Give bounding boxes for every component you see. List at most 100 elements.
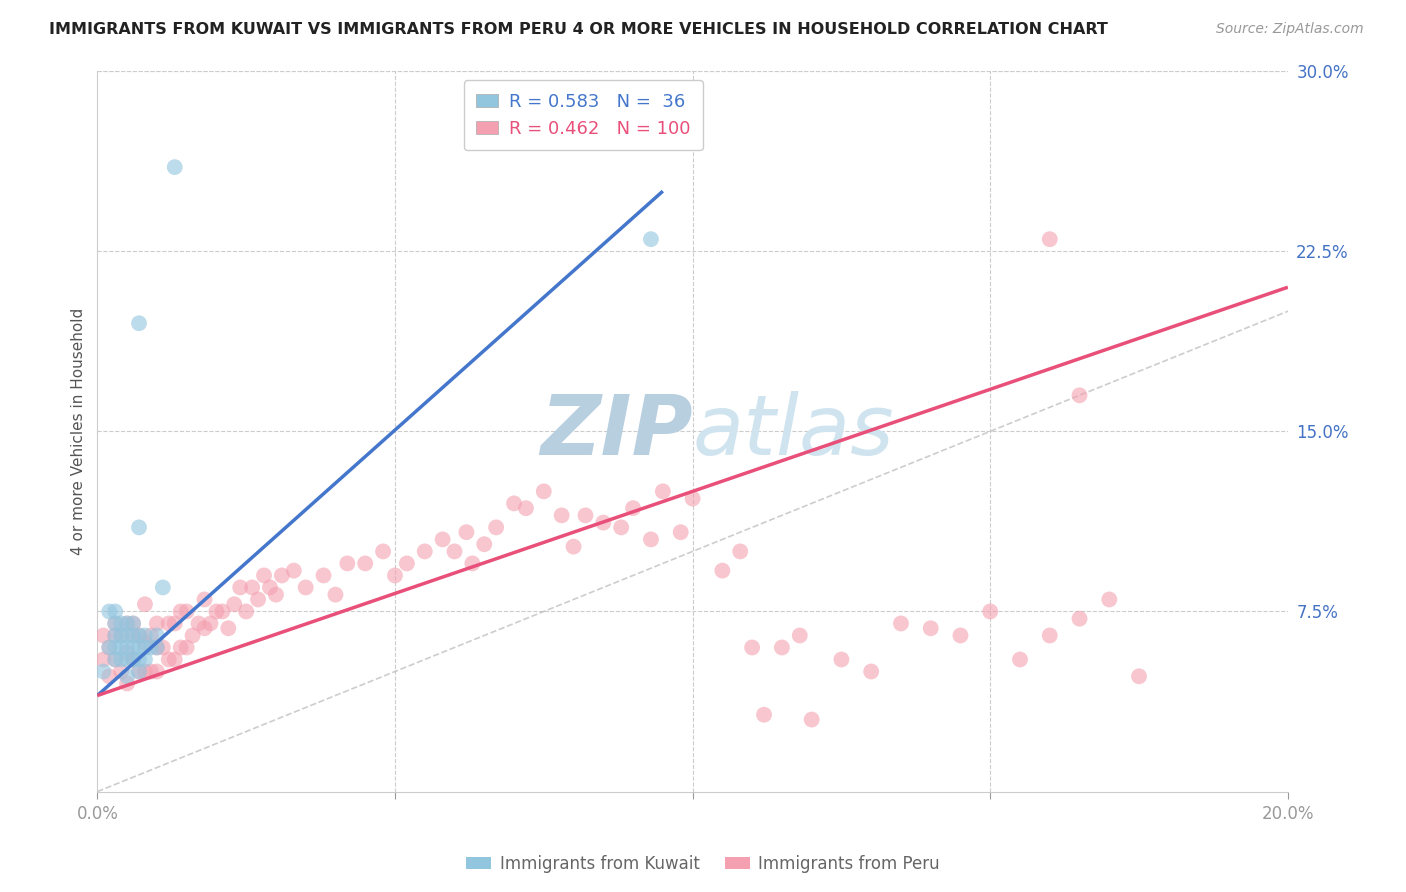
Point bbox=[128, 665, 150, 679]
Point bbox=[152, 581, 174, 595]
Point bbox=[128, 316, 150, 330]
Point bbox=[122, 652, 145, 666]
Point bbox=[205, 604, 228, 618]
Point bbox=[550, 508, 572, 523]
Point bbox=[384, 568, 406, 582]
Point bbox=[200, 616, 222, 631]
Point bbox=[395, 557, 418, 571]
Point bbox=[413, 544, 436, 558]
Point bbox=[264, 588, 287, 602]
Point bbox=[752, 707, 775, 722]
Point bbox=[336, 557, 359, 571]
Point bbox=[122, 640, 145, 655]
Point bbox=[651, 484, 673, 499]
Point bbox=[128, 628, 150, 642]
Point bbox=[104, 640, 127, 655]
Point bbox=[115, 640, 138, 655]
Point bbox=[1039, 628, 1062, 642]
Point bbox=[134, 628, 156, 642]
Point bbox=[247, 592, 270, 607]
Point bbox=[515, 501, 537, 516]
Point bbox=[224, 597, 246, 611]
Point bbox=[240, 581, 263, 595]
Point bbox=[91, 665, 114, 679]
Point bbox=[139, 628, 162, 642]
Point bbox=[98, 604, 121, 618]
Point bbox=[134, 665, 156, 679]
Point bbox=[830, 652, 852, 666]
Point bbox=[800, 713, 823, 727]
Point bbox=[128, 665, 150, 679]
Point bbox=[193, 621, 215, 635]
Point bbox=[139, 640, 162, 655]
Point bbox=[574, 508, 596, 523]
Point bbox=[115, 676, 138, 690]
Point bbox=[176, 604, 198, 618]
Point bbox=[110, 628, 132, 642]
Point bbox=[1098, 592, 1121, 607]
Point bbox=[259, 581, 281, 595]
Point bbox=[640, 232, 662, 246]
Point bbox=[163, 160, 186, 174]
Point bbox=[128, 520, 150, 534]
Point bbox=[741, 640, 763, 655]
Point bbox=[456, 525, 478, 540]
Point bbox=[134, 640, 156, 655]
Point bbox=[110, 652, 132, 666]
Point bbox=[1069, 388, 1091, 402]
Legend: Immigrants from Kuwait, Immigrants from Peru: Immigrants from Kuwait, Immigrants from … bbox=[460, 848, 946, 880]
Point bbox=[104, 652, 127, 666]
Point bbox=[187, 616, 209, 631]
Point bbox=[283, 564, 305, 578]
Point bbox=[170, 604, 193, 618]
Point bbox=[485, 520, 508, 534]
Point bbox=[920, 621, 942, 635]
Point bbox=[134, 635, 156, 649]
Point bbox=[640, 533, 662, 547]
Point bbox=[1039, 232, 1062, 246]
Point bbox=[139, 665, 162, 679]
Point bbox=[592, 516, 614, 530]
Point bbox=[128, 640, 150, 655]
Point bbox=[128, 628, 150, 642]
Point bbox=[890, 616, 912, 631]
Point bbox=[432, 533, 454, 547]
Point bbox=[270, 568, 292, 582]
Point bbox=[146, 640, 169, 655]
Point bbox=[98, 640, 121, 655]
Point bbox=[461, 557, 484, 571]
Point bbox=[789, 628, 811, 642]
Point bbox=[122, 616, 145, 631]
Point bbox=[669, 525, 692, 540]
Point bbox=[146, 616, 169, 631]
Point bbox=[472, 537, 495, 551]
Point bbox=[104, 616, 127, 631]
Point bbox=[163, 616, 186, 631]
Point bbox=[104, 616, 127, 631]
Point bbox=[152, 640, 174, 655]
Point bbox=[157, 652, 180, 666]
Point bbox=[115, 616, 138, 631]
Point bbox=[104, 628, 127, 642]
Point bbox=[122, 616, 145, 631]
Point bbox=[104, 652, 127, 666]
Point bbox=[115, 669, 138, 683]
Point bbox=[115, 652, 138, 666]
Point bbox=[110, 665, 132, 679]
Point bbox=[682, 491, 704, 506]
Point bbox=[115, 616, 138, 631]
Text: ZIP: ZIP bbox=[540, 391, 693, 472]
Point bbox=[98, 640, 121, 655]
Point bbox=[728, 544, 751, 558]
Point bbox=[122, 628, 145, 642]
Point bbox=[181, 628, 204, 642]
Point bbox=[157, 616, 180, 631]
Point bbox=[211, 604, 233, 618]
Point bbox=[503, 496, 526, 510]
Point bbox=[122, 652, 145, 666]
Point bbox=[91, 628, 114, 642]
Point bbox=[354, 557, 377, 571]
Point bbox=[193, 592, 215, 607]
Point bbox=[1008, 652, 1031, 666]
Point bbox=[979, 604, 1001, 618]
